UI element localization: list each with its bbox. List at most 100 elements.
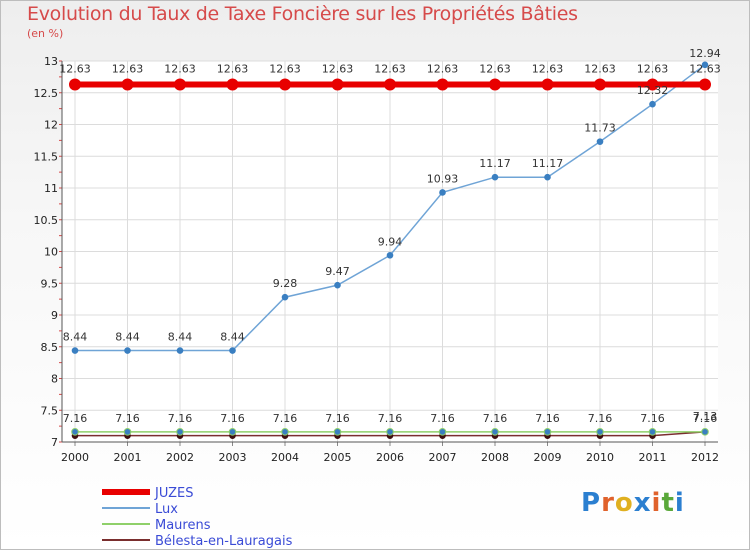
data-label: 7.16 — [63, 412, 88, 425]
data-point — [176, 347, 184, 354]
data-point — [701, 428, 709, 436]
x-tick-label: 2000 — [61, 451, 89, 464]
chart-subtitle: (en %) — [27, 27, 64, 40]
x-tick-label: 2004 — [271, 451, 299, 464]
x-tick-label: 2011 — [639, 451, 667, 464]
data-label: 8.44 — [168, 331, 193, 344]
legend-label-1: Lux — [155, 502, 178, 517]
data-point — [544, 173, 551, 181]
data-label: 12.63 — [217, 62, 249, 75]
data-label: 12.63 — [479, 62, 511, 75]
data-label: 7.16 — [378, 412, 403, 425]
logo-letter: o — [614, 488, 634, 518]
data-point — [334, 281, 341, 289]
y-tick-label: 12 — [44, 119, 58, 132]
legend-label-0: JUZES — [154, 486, 194, 501]
y-tick-label: 9 — [51, 309, 58, 322]
x-tick-label: 2010 — [586, 451, 614, 464]
data-label: 11.73 — [584, 122, 616, 135]
data-point — [69, 78, 81, 91]
data-label: 7.16 — [640, 412, 665, 425]
data-point — [594, 78, 606, 91]
data-point — [174, 78, 186, 91]
data-label: 12.63 — [584, 62, 616, 75]
data-label: 12.63 — [427, 62, 459, 75]
data-label: 12.63 — [374, 62, 406, 75]
data-point — [123, 428, 132, 436]
data-point — [121, 78, 134, 91]
data-label: 7.16 — [693, 412, 718, 425]
data-label: 12.63 — [164, 62, 196, 75]
data-point — [281, 428, 289, 436]
data-point — [438, 428, 447, 436]
x-tick-label: 2008 — [481, 451, 509, 464]
data-label: 7.16 — [430, 412, 455, 425]
data-label: 11.17 — [532, 157, 564, 170]
chart-title: Evolution du Taux de Taxe Foncière sur l… — [27, 3, 578, 25]
data-point — [648, 428, 657, 436]
data-point — [491, 173, 499, 181]
y-tick-label: 12.5 — [34, 87, 59, 100]
data-label: 7.16 — [273, 412, 298, 425]
y-tick-label: 11.5 — [34, 150, 59, 163]
data-label: 12.63 — [532, 62, 564, 75]
data-point — [281, 293, 289, 301]
data-point — [386, 428, 394, 436]
data-label: 12.32 — [637, 84, 669, 97]
x-tick-label: 2007 — [429, 451, 457, 464]
data-point — [229, 347, 236, 354]
data-label: 7.16 — [535, 412, 560, 425]
data-point — [489, 78, 501, 91]
data-point — [541, 78, 554, 91]
logo-letter: P — [581, 488, 602, 518]
proxiti-logo: Proxiti — [581, 488, 685, 518]
y-tick-label: 11 — [44, 182, 58, 195]
y-tick-label: 10.5 — [34, 214, 59, 227]
data-label: 7.13 — [693, 410, 718, 423]
data-label: 9.28 — [273, 277, 298, 290]
data-point — [384, 78, 396, 91]
data-point — [124, 347, 131, 354]
data-point — [71, 347, 79, 354]
data-label: 7.16 — [325, 412, 350, 425]
data-point — [701, 61, 709, 69]
data-label: 7.16 — [483, 412, 508, 425]
x-tick-label: 2012 — [691, 451, 719, 464]
data-label: 12.63 — [59, 62, 91, 75]
logo-letter: t — [661, 488, 675, 518]
x-tick-label: 2002 — [166, 451, 194, 464]
x-tick-label: 2006 — [376, 451, 404, 464]
data-point — [596, 138, 604, 145]
data-label: 7.16 — [115, 412, 140, 425]
data-point — [596, 428, 604, 436]
y-tick-label: 7.5 — [41, 404, 59, 417]
axes: 7 7.5 8 8.5 9 9.5 10 10.5 11 11.5 12 12.5 13 2000 2001… — [34, 55, 720, 464]
logo-letter: r — [601, 488, 615, 518]
y-tick-label: 8 — [51, 373, 58, 386]
data-point — [279, 78, 291, 91]
data-label: 9.94 — [378, 235, 403, 248]
y-tick-label: 7 — [51, 436, 58, 449]
data-label: 12.63 — [112, 62, 144, 75]
data-label: 12.63 — [269, 62, 301, 75]
data-point — [386, 252, 394, 259]
logo-letter: i — [651, 488, 662, 518]
data-point — [491, 428, 499, 436]
x-tick-label: 2003 — [219, 451, 247, 464]
data-point — [333, 428, 342, 436]
data-point — [228, 428, 237, 436]
data-point — [176, 428, 184, 436]
x-tick-label: 2001 — [114, 451, 142, 464]
data-label: 7.16 — [588, 412, 613, 425]
x-tick-label: 2009 — [534, 451, 562, 464]
data-label: 7.16 — [220, 412, 245, 425]
data-point — [699, 78, 711, 91]
data-label: 11.17 — [479, 157, 511, 170]
series-layer — [69, 61, 711, 439]
data-point — [439, 189, 446, 196]
data-point — [331, 78, 344, 91]
y-tick-label: 8.5 — [41, 341, 59, 354]
logo-letter: x — [633, 488, 652, 518]
logo-letter: i — [674, 488, 685, 518]
